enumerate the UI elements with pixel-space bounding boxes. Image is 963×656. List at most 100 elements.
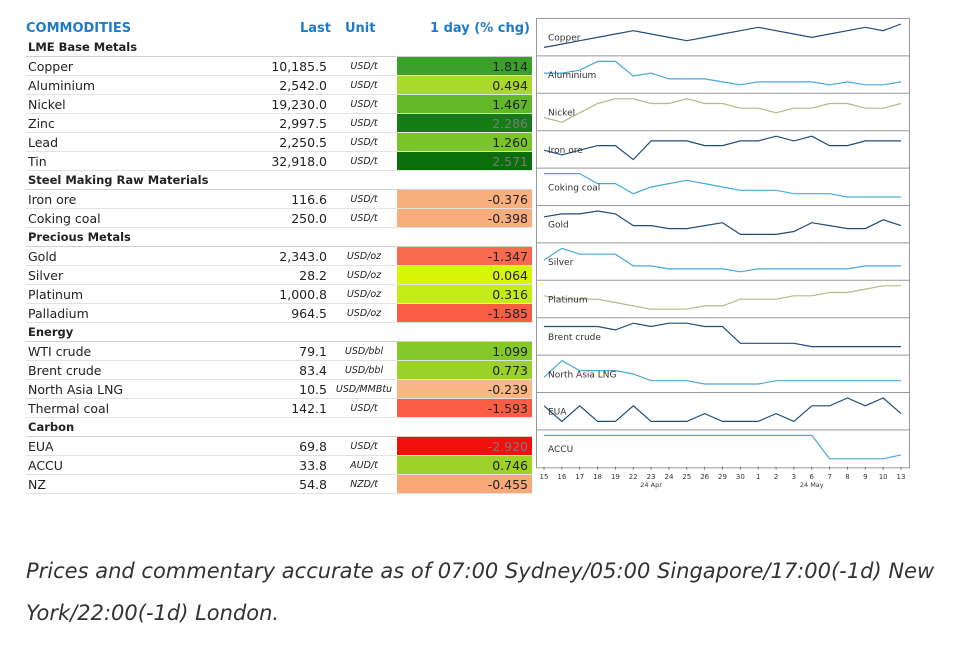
change-percent: 2.571 <box>397 151 532 171</box>
x-tick-label: 8 <box>845 473 849 481</box>
commodity-name: Gold <box>26 246 236 266</box>
table-row: Palladium 964.5 USD/oz -1.585 <box>26 303 532 323</box>
sparkline-label: Aluminium <box>548 71 596 81</box>
group-header: Energy <box>26 322 532 342</box>
table-row: Nickel 19,230.0 USD/t 1.467 <box>26 94 532 114</box>
commodity-name: NZ <box>26 474 236 494</box>
last-price: 10,185.5 <box>236 56 331 76</box>
x-tick-label: 26 <box>700 473 709 481</box>
sparkline-label: Iron ore <box>548 146 583 156</box>
commodity-name: North Asia LNG <box>26 379 236 399</box>
x-tick-label: 15 <box>540 473 549 481</box>
change-percent: 2.286 <box>397 113 532 133</box>
last-price: 54.8 <box>236 474 331 494</box>
group-header: Steel Making Raw Materials <box>26 170 532 190</box>
x-tick-label: 16 <box>557 473 566 481</box>
sparkline-label: Silver <box>548 258 574 268</box>
table-row: Zinc 2,997.5 USD/t 2.286 <box>26 113 532 133</box>
commodity-name: ACCU <box>26 455 236 475</box>
sparkline-eua <box>543 397 902 423</box>
x-tick-label: 7 <box>827 473 831 481</box>
group-header-row: Steel Making Raw Materials <box>26 170 532 190</box>
commodity-name: Iron ore <box>26 189 236 209</box>
price-unit: USD/oz <box>331 265 397 285</box>
price-unit: NZD/t <box>331 474 397 494</box>
table-row: EUA 69.8 USD/t -2.920 <box>26 436 532 456</box>
header-chg: 1 day (% chg) <box>430 20 530 36</box>
last-price: 1,000.8 <box>236 284 331 304</box>
x-tick-label: 13 <box>897 473 906 481</box>
sparkline-aluminium <box>544 60 902 86</box>
table-row: Silver 28.2 USD/oz 0.064 <box>26 265 532 285</box>
last-price: 142.1 <box>236 398 331 418</box>
last-price: 2,250.5 <box>236 132 331 152</box>
last-price: 116.6 <box>236 189 331 209</box>
sparkline-copper <box>543 23 902 48</box>
last-price: 2,542.0 <box>236 75 331 95</box>
x-tick-label: 9 <box>863 473 867 481</box>
x-tick-label: 24 <box>664 473 673 481</box>
x-group-label: 24 May <box>800 481 824 489</box>
group-header-row: Precious Metals <box>26 227 532 247</box>
price-unit: USD/t <box>331 436 397 456</box>
table-row: ACCU 33.8 AUD/t 0.746 <box>26 455 532 475</box>
x-tick-label: 17 <box>575 473 584 481</box>
change-percent: -0.239 <box>397 379 532 399</box>
table-row: WTI crude 79.1 USD/bbl 1.099 <box>26 341 532 361</box>
change-percent: -2.920 <box>397 436 532 456</box>
last-price: 79.1 <box>236 341 331 361</box>
commodity-name: Palladium <box>26 303 236 323</box>
commodities-table-wrap: COMMODITIES Last Unit 1 day (% chg) LME … <box>26 18 532 494</box>
sparkline-coking-coal <box>544 173 901 198</box>
commodity-name: Silver <box>26 265 236 285</box>
sparkline-iron-ore <box>543 135 901 161</box>
sparkline-label: Brent crude <box>548 333 601 343</box>
sparkline-accu <box>544 434 902 460</box>
sparkline-silver <box>543 247 901 273</box>
sparkline-label: Gold <box>548 221 569 231</box>
table-body: LME Base Metals Copper 10,185.5 USD/t 1.814 A… <box>26 38 532 494</box>
group-header-row: Energy <box>26 322 532 342</box>
commodity-name: Zinc <box>26 113 236 133</box>
table-row: North Asia LNG 10.5 USD/MMBtu -0.239 <box>26 379 532 399</box>
price-unit: USD/t <box>331 94 397 114</box>
sparkline-north-asia-lng <box>543 359 901 385</box>
commodity-name: Brent crude <box>26 360 236 380</box>
x-tick-label: 22 <box>629 473 638 481</box>
x-tick-label: 10 <box>879 473 888 481</box>
sparkline-label: ACCU <box>548 445 573 455</box>
price-unit: USD/t <box>331 398 397 418</box>
commodity-name: Tin <box>26 151 236 171</box>
last-price: 32,918.0 <box>236 151 331 171</box>
table-row: Coking coal 250.0 USD/t -0.398 <box>26 208 532 228</box>
price-unit: USD/t <box>331 56 397 76</box>
last-price: 83.4 <box>236 360 331 380</box>
commodity-name: Aluminium <box>26 75 236 95</box>
table-row: Brent crude 83.4 USD/bbl 0.773 <box>26 360 532 380</box>
price-unit: AUD/t <box>331 455 397 475</box>
sparkline-label: Coking coal <box>548 183 600 193</box>
price-unit: USD/t <box>331 75 397 95</box>
commodity-name: Thermal coal <box>26 398 236 418</box>
table-row: NZ 54.8 NZD/t -0.455 <box>26 474 532 494</box>
table-row: Gold 2,343.0 USD/oz -1.347 <box>26 246 532 266</box>
group-header: LME Base Metals <box>26 38 532 57</box>
price-unit: USD/t <box>331 208 397 228</box>
last-price: 10.5 <box>236 379 331 399</box>
group-header: Precious Metals <box>26 227 532 247</box>
last-price: 28.2 <box>236 265 331 285</box>
price-unit: USD/t <box>331 151 397 171</box>
x-tick-label: 1 <box>756 473 760 481</box>
commodity-name: Platinum <box>26 284 236 304</box>
price-unit: USD/MMBtu <box>331 379 397 399</box>
x-tick-label: 30 <box>736 473 745 481</box>
group-header: Carbon <box>26 417 532 437</box>
sparkline-label: Nickel <box>548 109 575 119</box>
sparkline-label: Platinum <box>548 296 588 306</box>
price-unit: USD/oz <box>331 303 397 323</box>
group-header-row: Carbon <box>26 417 532 437</box>
sparkline-gold <box>543 210 902 235</box>
table-row: Iron ore 116.6 USD/t -0.376 <box>26 189 532 209</box>
change-percent: 1.260 <box>397 132 532 152</box>
price-unit: USD/oz <box>331 284 397 304</box>
